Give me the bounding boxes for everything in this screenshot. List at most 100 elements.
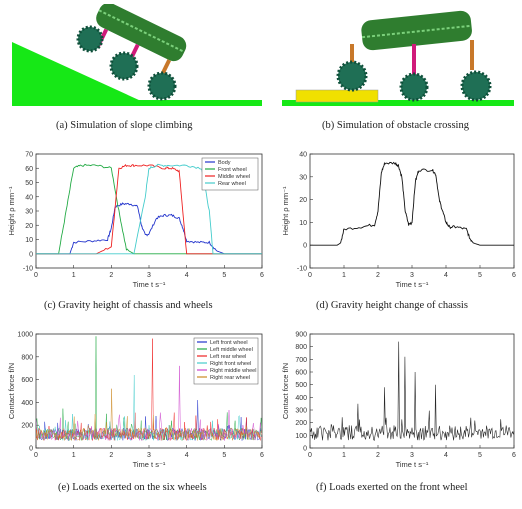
series-line-body: [36, 202, 262, 255]
obstacle-simulation-image: [282, 4, 514, 108]
y-tick-label: 0: [303, 446, 307, 453]
x-tick-label: 2: [376, 452, 380, 459]
x-tick-label: 1: [342, 452, 346, 459]
y-tick-label: -10: [23, 266, 33, 273]
x-tick-label: 4: [444, 272, 448, 279]
series-line-middle-wheel: [36, 164, 262, 255]
y-tick-label: 100: [295, 433, 307, 440]
y-tick-label: 400: [295, 395, 307, 402]
slope-ground: [12, 42, 152, 106]
y-tick-label: 500: [295, 382, 307, 389]
y-tick-label: 200: [295, 420, 307, 427]
x-tick-label: 4: [185, 272, 189, 279]
y-tick-label: 30: [25, 209, 33, 216]
x-axis-label: Time t s⁻¹: [396, 280, 429, 289]
x-tick-label: 3: [147, 272, 151, 279]
x-tick-label: 6: [512, 272, 516, 279]
y-tick-label: 300: [295, 408, 307, 415]
y-tick-label: 40: [25, 194, 33, 201]
x-tick-label: 2: [376, 272, 380, 279]
legend-label: Left middle wheel: [210, 347, 253, 353]
y-tick-label: 400: [21, 400, 33, 407]
slope-scene: [12, 2, 262, 106]
y-tick-label: 700: [295, 357, 307, 364]
y-tick-label: 60: [25, 166, 33, 173]
y-tick-label: 600: [21, 377, 33, 384]
x-axis-label: Time t s⁻¹: [133, 460, 166, 469]
legend-label: Left front wheel: [210, 340, 248, 346]
y-tick-label: 50: [25, 180, 33, 187]
y-tick-label: 1000: [17, 332, 33, 339]
y-axis-label: Contact force f/N: [281, 363, 290, 419]
x-tick-label: 2: [109, 452, 113, 459]
y-tick-label: 0: [303, 243, 307, 250]
x-tick-label: 0: [34, 272, 38, 279]
series-line-rear-wheel: [36, 163, 262, 255]
x-tick-label: 0: [308, 452, 312, 459]
legend-label: Front wheel: [218, 167, 247, 173]
obstacle-wheels: [336, 60, 492, 102]
x-tick-label: 3: [410, 452, 414, 459]
slope-wheels: [76, 25, 177, 101]
y-tick-label: 70: [25, 152, 33, 159]
series-line-left-rear-wheel: [35, 338, 263, 442]
x-tick-label: 5: [478, 272, 482, 279]
chart-loads-front-wheel: 0 1 2 3 4 5 6 0 100 200 300 400 500 600 700 800 900 Time …: [281, 332, 516, 470]
series-line-front-wheel: [309, 341, 515, 442]
x-tick-label: 4: [185, 452, 189, 459]
legend-box: [193, 337, 259, 385]
y-axis-label: Height ρ mm⁻¹: [7, 186, 16, 236]
legend-box: [201, 157, 259, 191]
y-tick-label: 40: [299, 152, 307, 159]
x-axis-label: Time t s⁻¹: [396, 460, 429, 469]
y-tick-label: 20: [299, 197, 307, 204]
x-tick-label: 5: [222, 452, 226, 459]
legend-label: Body: [218, 160, 231, 166]
y-tick-label: 900: [295, 332, 307, 339]
x-tick-label: 6: [260, 272, 264, 279]
x-tick-label: 4: [444, 452, 448, 459]
series-line-right-rear-wheel: [35, 388, 263, 442]
y-tick-label: 20: [25, 223, 33, 230]
x-tick-label: 1: [342, 272, 346, 279]
y-axis-label: Contact force f/N: [7, 363, 16, 419]
obstacle-floor: [282, 100, 514, 106]
legend-label: Right rear wheel: [210, 375, 250, 381]
caption-d: (d) Gravity height change of chassis: [316, 300, 468, 311]
legend-label: Right middle wheel: [210, 368, 256, 374]
x-tick-label: 3: [410, 272, 414, 279]
y-tick-label: 800: [21, 354, 33, 361]
series-line-chassis: [310, 161, 514, 246]
caption-b: (b) Simulation of obstacle crossing: [322, 120, 469, 131]
x-tick-label: 1: [72, 452, 76, 459]
x-tick-label: 6: [512, 452, 516, 459]
caption-e: (e) Loads exerted on the six wheels: [58, 482, 207, 493]
x-tick-label: 3: [147, 452, 151, 459]
caption-c: (c) Gravity height of chassis and wheels: [44, 300, 213, 311]
y-axis-label: Height ρ mm⁻¹: [281, 186, 290, 236]
x-tick-label: 5: [478, 452, 482, 459]
y-tick-label: -10: [297, 266, 307, 273]
y-tick-label: 800: [295, 344, 307, 351]
legend-label: Right front wheel: [210, 361, 251, 367]
legend-label: Left rear wheel: [210, 354, 246, 360]
slope-simulation-image: [12, 2, 262, 106]
x-tick-label: 2: [109, 272, 113, 279]
x-tick-label: 0: [308, 272, 312, 279]
y-tick-label: 0: [29, 446, 33, 453]
caption-f: (f) Loads exerted on the front wheel: [316, 482, 468, 493]
y-tick-label: 600: [295, 370, 307, 377]
y-tick-label: 10: [299, 220, 307, 227]
y-tick-label: 0: [29, 251, 33, 258]
x-tick-label: 1: [72, 272, 76, 279]
x-axis-label: Time t s⁻¹: [133, 280, 166, 289]
caption-a: (a) Simulation of slope climbing: [56, 120, 193, 131]
y-tick-label: 10: [25, 237, 33, 244]
plot-frame: [309, 153, 515, 269]
obstacle-robot: [361, 10, 472, 51]
x-tick-label: 5: [222, 272, 226, 279]
y-tick-label: 30: [299, 174, 307, 181]
obstacle-scene: [282, 10, 514, 106]
